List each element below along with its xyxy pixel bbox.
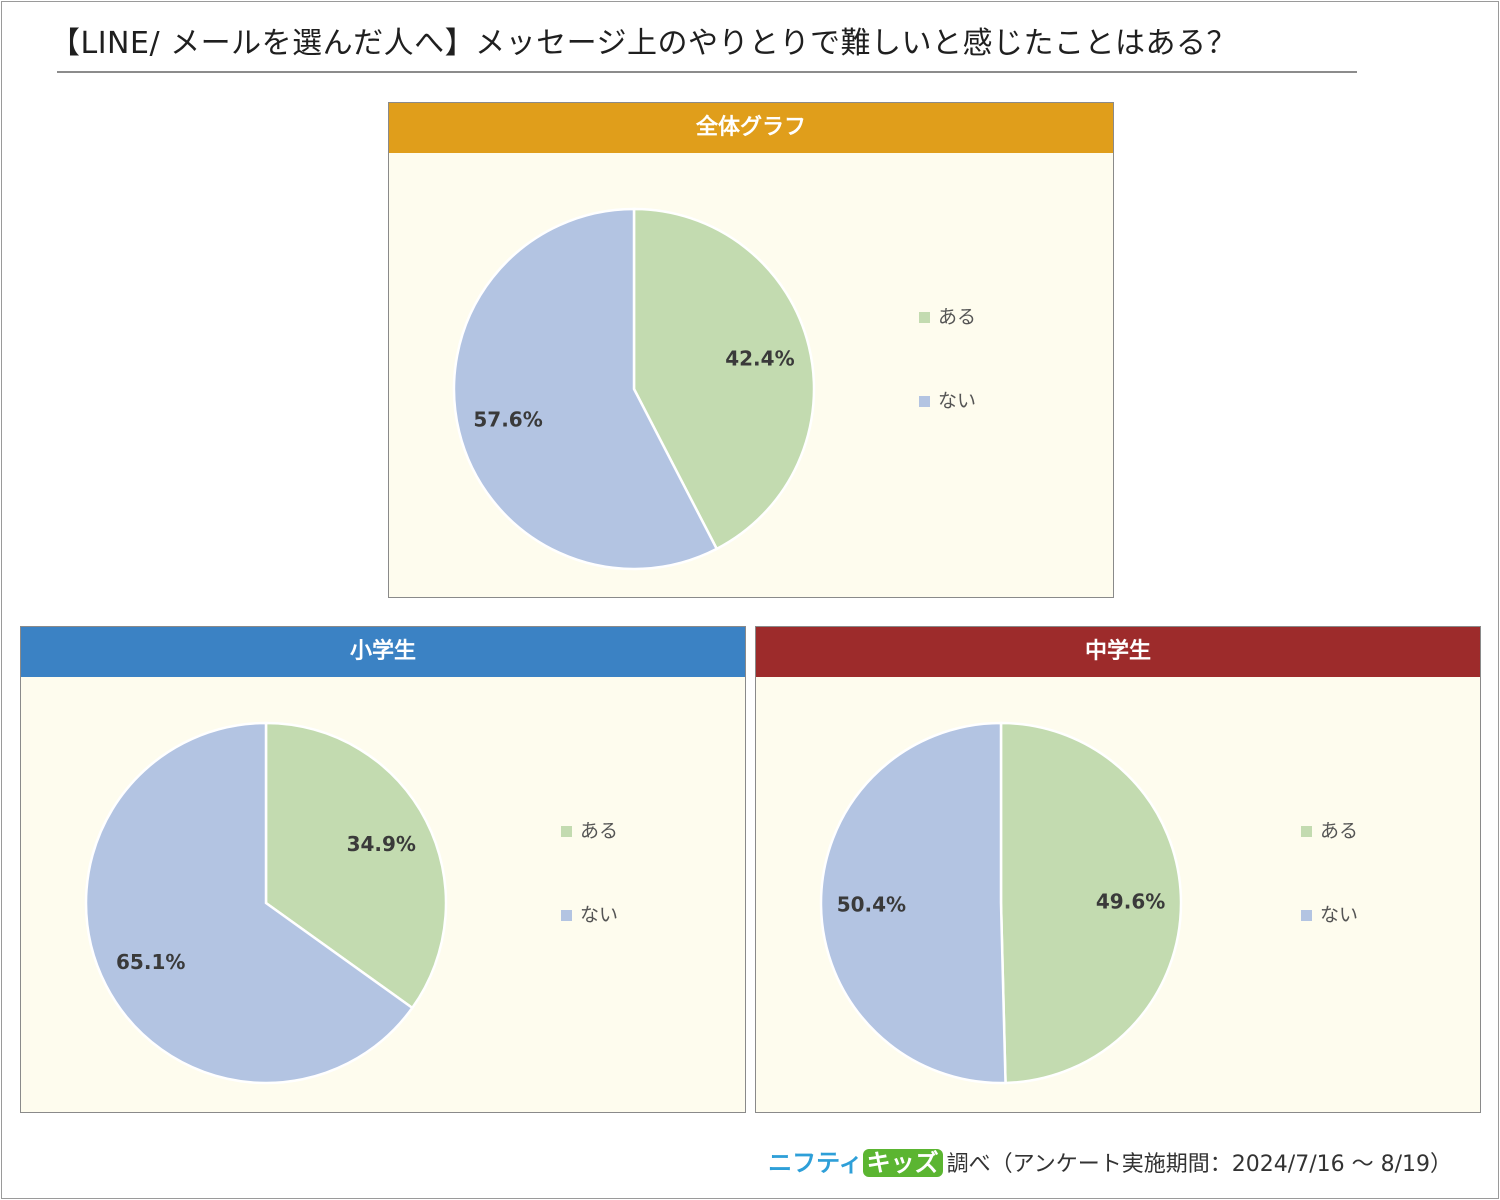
panel-header-junior-high: 中学生 [756,627,1480,677]
data-label-overall-yes: 42.4% [725,346,794,370]
pie-slice-elementary-no [84,721,415,1085]
panel-header-elementary: 小学生 [21,627,745,677]
panel-header-overall: 全体グラフ [389,103,1113,153]
legend-label-elementary-no: ない [580,904,618,926]
data-label-elementary-no: 65.1% [116,950,185,974]
pie-slice-junior-high-yes [999,721,1183,1085]
legend-swatch-elementary-yes [561,826,572,837]
chart-panel-elementary: 小学生 34.9% 65.1% あるない [20,626,746,1113]
legend-label-overall-yes: ある [938,306,976,328]
brand-logo-part1: ニフティ [768,1149,863,1177]
data-label-junior-high-yes: 49.6% [1096,889,1165,913]
chart-panel-overall: 全体グラフ 42.4% 57.6% あるない [388,102,1114,598]
survey-note: 調べ（アンケート実施期間：2024/7/16 ～ 8/19） [946,1152,1452,1177]
pie-slice-overall-yes [632,207,816,551]
brand-logo-part2: キッズ [862,1149,943,1177]
legend-label-junior-high-no: ない [1320,904,1358,926]
legend-label-junior-high-yes: ある [1320,820,1358,842]
legend-swatch-overall-no [919,396,930,407]
source-footer: ニフティ キッズ 調べ（アンケート実施期間：2024/7/16 ～ 8/19） [768,1146,1452,1182]
pie-slice-elementary-yes [264,721,448,1010]
data-label-junior-high-no: 50.4% [837,893,906,917]
data-label-elementary-yes: 34.9% [347,832,416,856]
legend-label-elementary-yes: ある [580,820,618,842]
legend-label-overall-no: ない [938,390,976,412]
pie-slice-junior-high-no [819,721,1007,1085]
pie-slice-overall-no [452,207,719,571]
legend-swatch-overall-yes [919,312,930,323]
title-underline [57,71,1357,73]
data-label-overall-no: 57.6% [473,408,542,432]
legend-swatch-junior-high-yes [1301,826,1312,837]
legend-swatch-elementary-no [561,910,572,921]
page-title: 【LINE/ メールを選んだ人へ】メッセージ上のやりとりで難しいと感じたことはあ… [50,26,1238,61]
legend-swatch-junior-high-no [1301,910,1312,921]
chart-panel-junior-high: 中学生 49.6% 50.4% あるない [755,626,1481,1113]
